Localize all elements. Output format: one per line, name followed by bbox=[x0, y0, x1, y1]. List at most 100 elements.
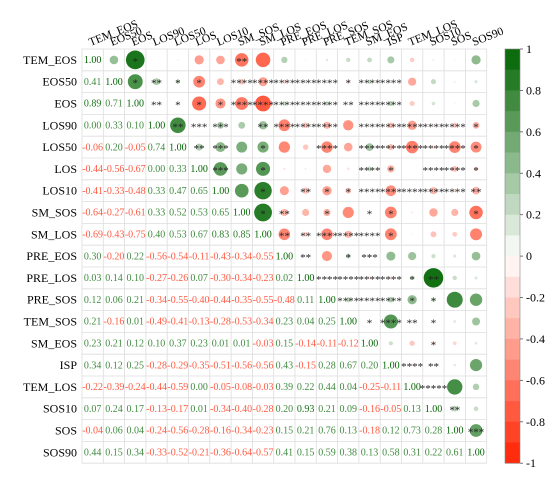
cell-value: 0.13 bbox=[361, 448, 379, 459]
cell-value: -0.43 bbox=[210, 251, 231, 262]
corr-circle bbox=[432, 385, 435, 389]
corr-circle bbox=[325, 276, 329, 280]
row-label: TEM_SOS bbox=[24, 315, 77, 329]
cell-value: -0.35 bbox=[189, 360, 210, 371]
significance-stars: **** bbox=[380, 121, 402, 133]
corr-circle bbox=[429, 187, 438, 195]
corr-circle bbox=[452, 122, 458, 128]
cell-value: 0.65 bbox=[190, 186, 208, 197]
cell-value: 0.83 bbox=[212, 230, 230, 241]
corr-circle bbox=[474, 341, 478, 345]
row-label: SM_EOS bbox=[31, 336, 77, 350]
corr-circle bbox=[323, 208, 331, 217]
cell-value: 0.25 bbox=[127, 360, 145, 371]
cell-value: 0.41 bbox=[84, 77, 102, 88]
corr-circle bbox=[278, 141, 291, 153]
corr-circle bbox=[472, 317, 481, 326]
significance-stars: *** bbox=[361, 252, 378, 264]
significance-stars: * bbox=[260, 143, 266, 155]
significance-stars: **** bbox=[316, 143, 338, 155]
significance-stars: **** bbox=[273, 78, 295, 90]
cell-value: -0.28 bbox=[146, 360, 167, 371]
corr-circle bbox=[388, 341, 393, 346]
cell-value: 0.12 bbox=[105, 360, 123, 371]
corr-circle bbox=[257, 141, 269, 153]
colorbar-segment bbox=[505, 442, 520, 464]
significance-stars: ** bbox=[428, 361, 439, 373]
corr-circle bbox=[127, 74, 143, 90]
corr-circle bbox=[471, 251, 481, 261]
colorbar-segment bbox=[505, 359, 520, 381]
cell-value: -0.61 bbox=[125, 208, 146, 219]
corr-circle bbox=[216, 78, 224, 86]
cell-value: 1.00 bbox=[254, 230, 272, 241]
cell-value: 0.47 bbox=[169, 186, 187, 197]
significance-stars: **** bbox=[380, 78, 402, 90]
corr-circle bbox=[367, 79, 372, 84]
corr-circle bbox=[431, 101, 436, 106]
cell-value: 1.00 bbox=[425, 404, 443, 415]
corr-circle bbox=[193, 75, 206, 88]
cell-value: -0.16 bbox=[210, 426, 231, 437]
significance-stars: * bbox=[388, 165, 394, 177]
corr-circle bbox=[387, 296, 394, 303]
corr-circle bbox=[432, 167, 435, 171]
significance-stars: * bbox=[473, 143, 479, 155]
significance-stars: **** bbox=[231, 78, 253, 90]
significance-stars: ** bbox=[258, 121, 269, 133]
corr-circle bbox=[387, 122, 394, 129]
colorbar-tick-label: 0.8 bbox=[526, 83, 541, 97]
significance-stars: ** bbox=[300, 230, 311, 242]
cell-value: -0.25 bbox=[359, 382, 380, 393]
cell-value: 1.00 bbox=[467, 448, 485, 459]
corr-circle bbox=[405, 140, 419, 154]
corr-circle bbox=[410, 363, 414, 367]
cell-value: 0.37 bbox=[169, 339, 187, 350]
corr-circle bbox=[280, 208, 288, 217]
cell-value: -0.48 bbox=[125, 186, 146, 197]
corr-circle bbox=[452, 341, 457, 346]
cell-value: 0.52 bbox=[169, 208, 187, 219]
significance-stars: **** bbox=[401, 143, 423, 155]
cell-value: 0.06 bbox=[105, 426, 123, 437]
cell-value: 1.00 bbox=[446, 426, 464, 437]
corr-circle bbox=[192, 96, 207, 111]
cell-value: -0.08 bbox=[231, 382, 252, 393]
cell-value: 0.23 bbox=[84, 339, 102, 350]
corr-circle bbox=[368, 320, 371, 323]
significance-stars: **** bbox=[380, 274, 402, 286]
cell-value: 1.00 bbox=[382, 360, 400, 371]
corr-circle bbox=[451, 165, 458, 172]
cell-value: 0.43 bbox=[276, 360, 294, 371]
corr-circle bbox=[407, 295, 417, 305]
corr-circle bbox=[469, 293, 483, 306]
cell-value: 0.24 bbox=[105, 404, 123, 415]
significance-stars: * bbox=[133, 78, 139, 90]
corr-circle bbox=[409, 57, 415, 63]
cell-value: 0.85 bbox=[233, 230, 251, 241]
cell-value: 1.00 bbox=[127, 99, 145, 110]
cell-value: -0.56 bbox=[104, 164, 125, 175]
corr-circle bbox=[197, 124, 201, 127]
significance-stars: * bbox=[431, 339, 437, 351]
cell-value: 1.00 bbox=[169, 142, 187, 153]
corr-circle bbox=[304, 58, 307, 62]
corr-circle bbox=[383, 314, 398, 329]
corr-circle bbox=[325, 58, 329, 62]
corr-circle bbox=[368, 102, 371, 105]
corr-circle bbox=[474, 80, 478, 84]
corr-circle bbox=[125, 50, 145, 70]
corr-circle bbox=[469, 424, 483, 437]
significance-stars: **** bbox=[252, 78, 274, 90]
cell-value: 1.00 bbox=[233, 208, 251, 219]
cell-value: 0.76 bbox=[318, 426, 336, 437]
significance-stars: ** bbox=[279, 209, 290, 221]
corr-circle bbox=[368, 276, 372, 280]
cell-value: -0.18 bbox=[359, 426, 380, 437]
cell-value: -0.53 bbox=[231, 317, 252, 328]
row-label: TEM_LOS bbox=[23, 380, 77, 394]
cell-value: -0.04 bbox=[82, 426, 103, 437]
significance-stars: * bbox=[260, 209, 266, 221]
row-label: ISP bbox=[60, 358, 78, 372]
cell-value: 0.33 bbox=[105, 121, 123, 132]
